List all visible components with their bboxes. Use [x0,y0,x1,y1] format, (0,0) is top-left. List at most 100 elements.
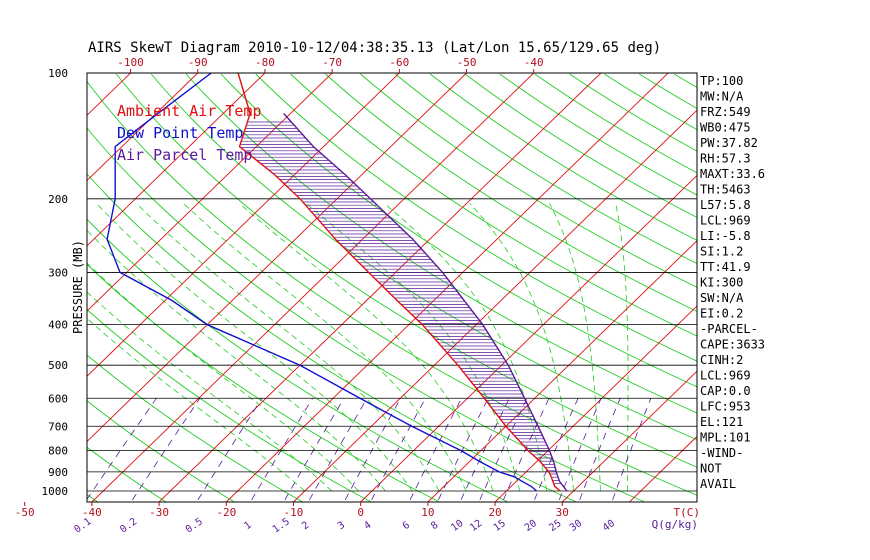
top-tick-label: -70 [322,56,342,69]
dry-adiabat-line [150,73,697,441]
index-item: MAXT:33.6 [700,167,765,181]
index-item: EL:121 [700,415,743,429]
isotherm-line [225,73,669,502]
pressure-tick-label: 800 [48,444,68,457]
legend-item: Air Parcel Temp [117,146,252,164]
mixing-ratio-label: 25 [547,518,563,534]
index-item: FRZ:549 [700,105,751,119]
dry-adiabat-line [464,73,697,218]
moist-adiabat-line [183,203,467,492]
index-item: -WIND- [700,446,743,460]
chart-title: AIRS SkewT Diagram 2010-10-12/04:38:35.1… [88,40,661,56]
mixing-ratio-label: 15 [492,518,508,534]
moist-adiabat-line [96,203,413,492]
index-item: WB0:475 [700,121,751,135]
dry-adiabat-line [744,74,870,502]
top-temperature-axis: -100 -90 -80 -70 -60 -50 -40 [117,56,544,73]
isotherm-line [764,73,870,502]
mixing-ratio-line [460,398,510,501]
series-dew-point-temp [106,73,538,492]
mixing-ratio-line [579,398,621,501]
dry-adiabat-line [255,73,697,362]
dry-adiabat-line [87,218,509,502]
pressure-tick-label: 900 [48,466,68,479]
mixing-ratio-grid [87,398,652,501]
pressure-tick-label: 600 [48,392,68,405]
index-item: MPL:101 [700,431,751,445]
dry-adiabat-line [325,73,697,312]
dry-adiabat-line [534,73,697,174]
index-item: -PARCEL- [700,322,758,336]
pressure-tick-label: 300 [48,266,68,279]
isotherm-grid [0,73,870,502]
index-item: PW:37.82 [700,136,758,150]
top-tick-label: -90 [188,56,208,69]
bottom-tick-label: -40 [82,506,102,519]
bottom-tick-label: 20 [488,506,501,519]
dry-adiabat-line [569,73,697,152]
dry-adiabat-line [87,263,440,502]
mixing-ratio-label: 40 [601,518,617,534]
top-tick-label: -50 [457,56,477,69]
mixing-ratio-line [479,398,528,501]
mixing-ratio-label: 8 [429,520,440,532]
mixing-ratio-label: 20 [523,518,539,534]
series-air-parcel-temp [283,113,568,492]
mixing-ratio-line [534,398,579,501]
isotherm-line [427,240,697,502]
mixing-ratio-label: 1.5 [271,516,292,535]
isotherm-line [0,73,63,502]
adiabat-grid [0,73,870,502]
isotherm-line [293,109,697,502]
index-item: KI:300 [700,276,743,290]
top-tick-label: -60 [389,56,409,69]
pressure-tick-label: 400 [48,319,68,332]
index-item: NOT [700,462,722,476]
index-item: MW:N/A [700,90,744,104]
index-item: CAP:0.0 [700,384,751,398]
mixing-ratio-label: 3 [336,520,347,532]
isotherm-line [87,73,400,377]
plot-frame [86,72,698,503]
index-item: AVAIL [700,477,736,491]
index-item: TH:5463 [700,183,751,197]
dry-adiabat-line [814,74,870,502]
dry-adiabat-line [0,74,29,502]
mixing-ratio-label: 1 [242,520,253,532]
dry-adiabat-line [779,74,870,502]
mixing-ratio-label: 10 [449,518,465,534]
mixing-ratio-line [371,398,426,501]
isotherm-line [561,370,697,502]
bottom-tick-label: 30 [556,506,569,519]
index-item: SI:1.2 [700,245,743,259]
isotherm-line [494,305,697,502]
mixing-ratio-label: 0.5 [184,516,205,535]
dry-adiabat-line [87,400,235,502]
index-item: SW:N/A [700,291,744,305]
dry-adiabat-line [87,308,372,502]
mixing-ratio-line [132,398,201,501]
mixing-ratio-line [87,398,157,501]
isotherm-line [87,73,266,247]
pressure-tick-label: 100 [48,67,68,80]
bottom-tick-label: -30 [149,506,169,519]
index-item: LI:-5.8 [700,229,751,243]
mixing-ratio-unit: Q(g/kg) [652,518,698,531]
bottom-temperature-axis: -50 -40 -30 -20 -10 0 10 20 30 [15,502,569,519]
moist-adiabat-line [87,317,306,492]
dry-adiabat-line [360,73,697,288]
isotherm-line [158,73,602,502]
moist-adiabat-line [238,202,494,492]
mixing-ratio-label: 4 [362,520,373,532]
mixing-ratio-label: 12 [468,518,484,534]
mixing-ratio-line [251,398,313,501]
pressure-tick-label: 500 [48,359,68,372]
mixing-ratio-line [503,398,550,501]
dry-adiabat-line [220,73,697,388]
dry-adiabat-line [429,73,697,241]
mixing-ratio-line [409,398,462,501]
legend: Ambient Air Temp Dew Point Temp Air Parcel… [117,102,262,164]
index-item: LFC:953 [700,400,751,414]
mixing-ratio-line [438,398,489,501]
